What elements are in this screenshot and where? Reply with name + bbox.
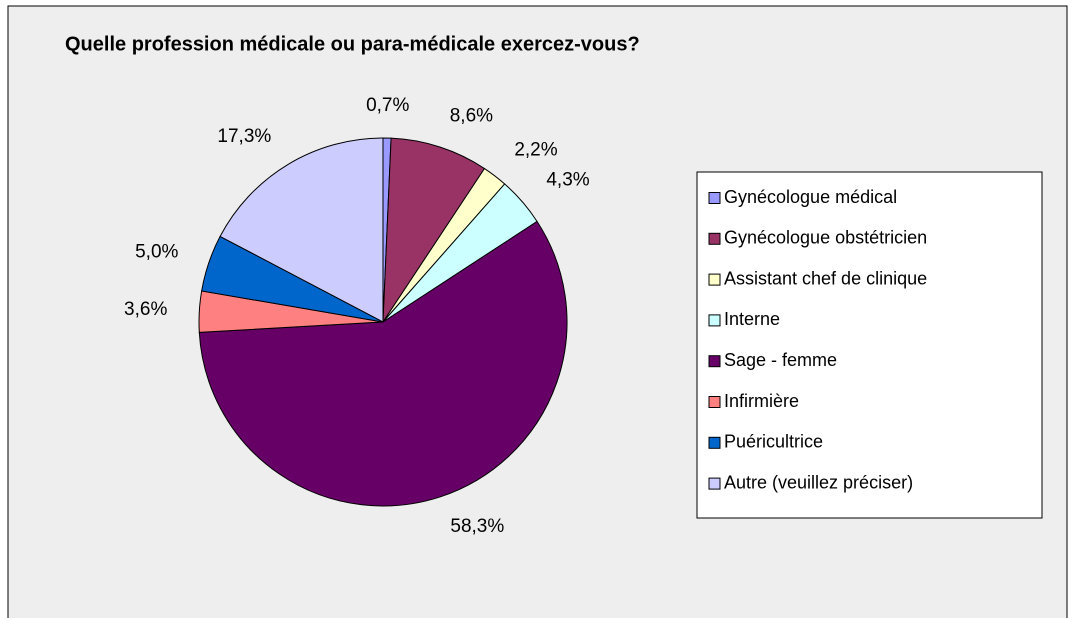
legend-swatch (708, 273, 721, 286)
data-label: 4,3% (546, 170, 589, 191)
pie-slice (382, 137, 486, 324)
legend-swatch (708, 232, 721, 245)
legend-swatch (708, 355, 721, 368)
data-label: 8,6% (450, 106, 493, 127)
pie-slice (198, 220, 568, 507)
legend-label: Autre (veuillez préciser) (724, 472, 913, 492)
legend-label: Interne (724, 309, 780, 329)
legend-swatch (708, 314, 721, 327)
legend-label: Gynécologue obstétricien (724, 228, 927, 248)
legend-label: Sage - femme (724, 350, 837, 370)
legend-swatch (708, 436, 721, 449)
data-label: 58,3% (450, 516, 504, 537)
data-label: 5,0% (135, 242, 178, 263)
pie-slice (219, 137, 384, 323)
legend-swatch (708, 396, 721, 408)
legend-swatch (708, 477, 721, 490)
legend-label: Puéricultrice (724, 432, 823, 452)
chart-title: Quelle profession médicale ou para-médic… (65, 33, 640, 55)
data-label: 2,2% (514, 140, 557, 161)
data-label: 0,7% (366, 95, 409, 116)
legend-label: Gynécologue médical (724, 187, 897, 207)
data-label: 3,6% (124, 299, 167, 320)
legend-label: Infirmière (724, 391, 799, 411)
legend-swatch (708, 192, 721, 204)
legend-label: Assistant chef de clinique (724, 268, 927, 288)
legend-box (696, 171, 1043, 519)
data-label: 17,3% (217, 126, 271, 147)
